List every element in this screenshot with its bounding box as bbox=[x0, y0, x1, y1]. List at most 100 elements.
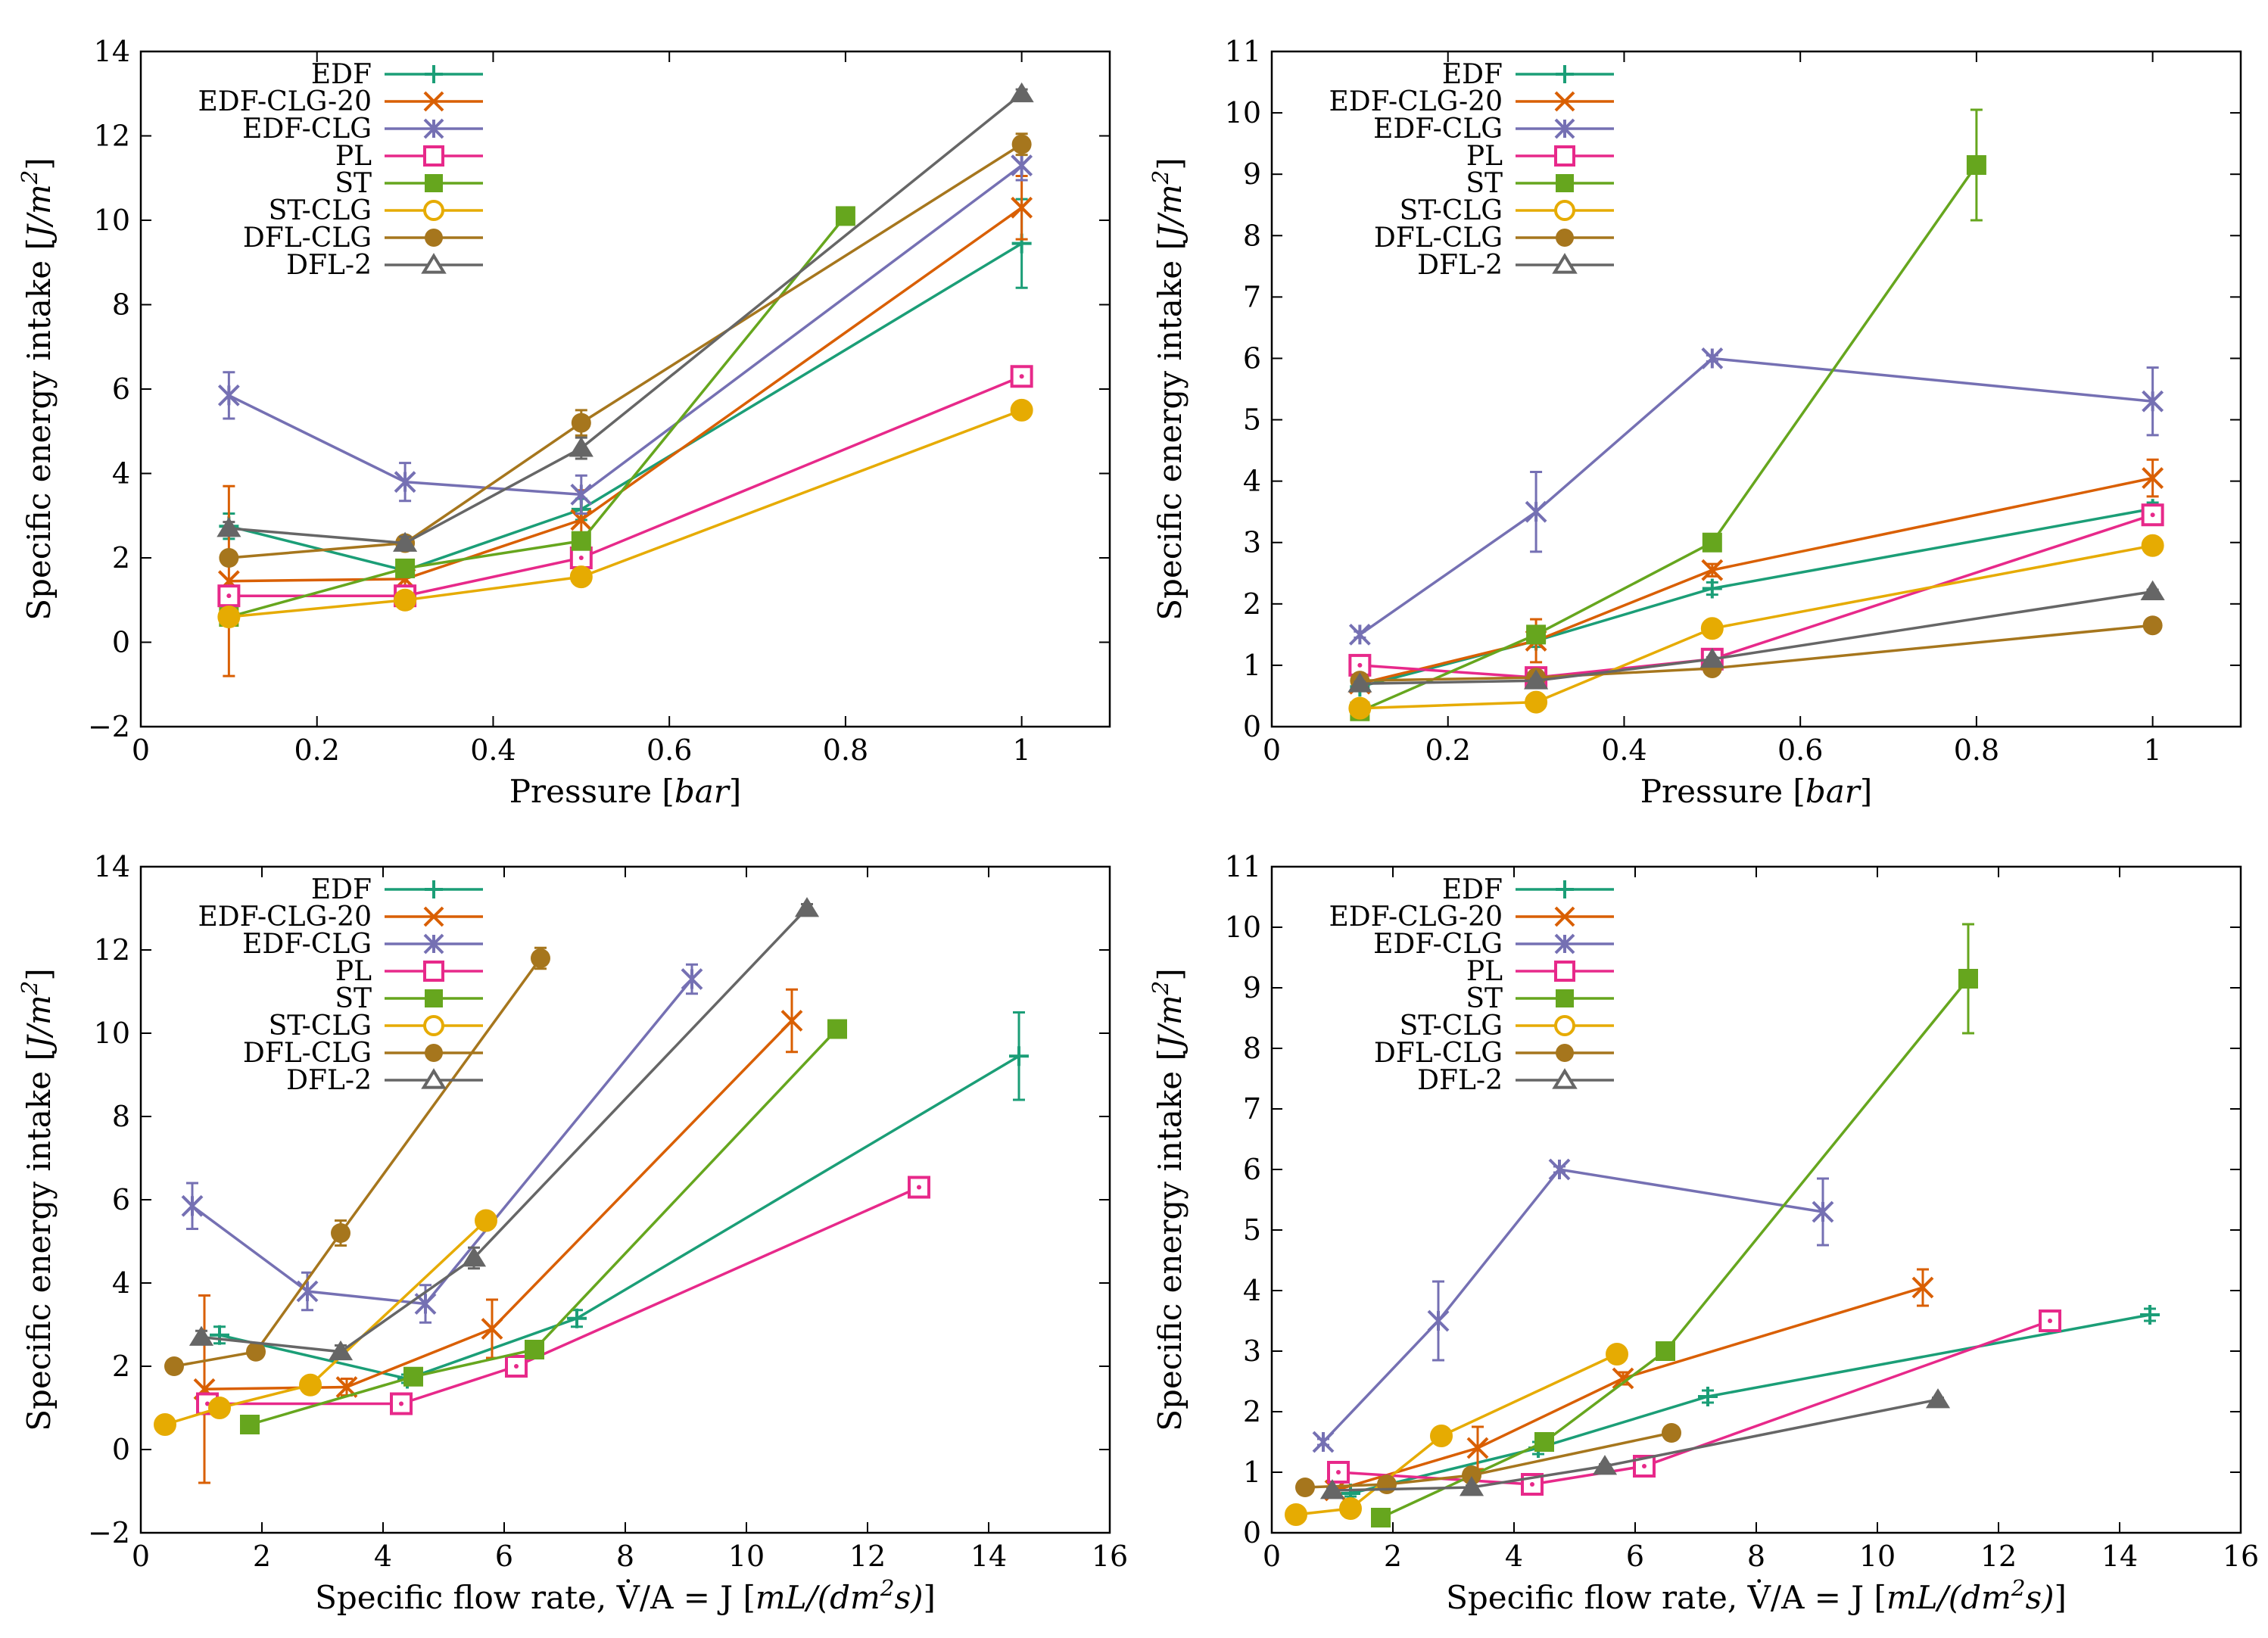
x-tick-label: 1 bbox=[2144, 733, 2162, 767]
data-point bbox=[475, 1209, 497, 1232]
x-tick-label: 1 bbox=[1013, 733, 1031, 767]
plot-area bbox=[1347, 108, 2165, 721]
legend: EDFEDF-CLG-20EDF-CLGPLSTST-CLGDFL-CLGDFL… bbox=[1329, 874, 1614, 1096]
legend-marker bbox=[425, 174, 443, 192]
legend-marker bbox=[425, 880, 443, 898]
legend-item-DFL-CLG: DFL-CLG bbox=[243, 1038, 483, 1069]
series-line bbox=[1359, 476, 2153, 685]
data-point bbox=[1524, 669, 1549, 690]
legend-item-EDF: EDF bbox=[1442, 59, 1614, 90]
plot-area bbox=[1285, 923, 2160, 1527]
series-line bbox=[1360, 624, 2153, 682]
legend-marker bbox=[1554, 961, 1575, 982]
y-tick-label: 0 bbox=[112, 626, 130, 659]
series-EDF bbox=[1341, 1305, 2160, 1503]
x-tick-label: 16 bbox=[1092, 1540, 1128, 1573]
legend-item-DFL-2: DFL-2 bbox=[286, 250, 483, 281]
plot-area bbox=[217, 82, 1034, 677]
series-line bbox=[228, 215, 847, 618]
series-EDF-CLG bbox=[181, 963, 703, 1324]
legend: EDFEDF-CLG-20EDF-CLGPLSTST-CLGDFL-CLGDFL… bbox=[198, 59, 483, 281]
y-tick-label: 12 bbox=[94, 120, 130, 153]
y-tick-label: 2 bbox=[112, 1350, 130, 1383]
series-ST-CLG bbox=[217, 398, 1033, 629]
legend-marker bbox=[423, 200, 444, 221]
y-tick-label: 2 bbox=[1243, 1395, 1261, 1428]
y-tick-label: 5 bbox=[1243, 403, 1261, 437]
legend-label: ST-CLG bbox=[1400, 1011, 1503, 1042]
y-tick-label: 4 bbox=[112, 1266, 130, 1300]
y-tick-label: 10 bbox=[94, 1017, 130, 1050]
data-point bbox=[217, 517, 241, 537]
legend-label: ST-CLG bbox=[1400, 195, 1503, 226]
y-tick-label: 4 bbox=[112, 457, 130, 490]
legend-item-DFL-CLG: DFL-CLG bbox=[1374, 223, 1614, 254]
series-line bbox=[228, 242, 1023, 572]
legend-marker bbox=[425, 229, 443, 247]
legend-marker bbox=[423, 91, 444, 112]
y-tick-label: 9 bbox=[1243, 971, 1261, 1004]
series-line bbox=[229, 409, 1023, 618]
series-line bbox=[207, 1185, 920, 1406]
data-point bbox=[571, 413, 591, 433]
x-tick-label: 14 bbox=[970, 1540, 1007, 1573]
data-point bbox=[1011, 154, 1033, 176]
data-point bbox=[1958, 969, 1978, 989]
legend-label: EDF-CLG-20 bbox=[1329, 86, 1503, 117]
series-line bbox=[229, 206, 1023, 583]
data-point bbox=[217, 606, 241, 629]
data-point bbox=[1700, 617, 1724, 640]
data-point bbox=[219, 548, 239, 568]
data-point bbox=[1966, 155, 1986, 176]
data-point bbox=[1698, 1387, 1718, 1406]
series-EDF-CLG-20 bbox=[1348, 458, 2164, 695]
data-point bbox=[570, 509, 593, 531]
data-point bbox=[394, 471, 416, 494]
data-point bbox=[1701, 347, 1724, 369]
legend-marker bbox=[421, 253, 447, 274]
data-point bbox=[2140, 580, 2165, 600]
x-tick-label: 12 bbox=[849, 1540, 886, 1573]
legend-label: EDF-CLG-20 bbox=[198, 902, 372, 933]
data-point bbox=[1526, 624, 1547, 645]
legend-label: ST bbox=[335, 168, 372, 199]
y-tick-label: 14 bbox=[94, 35, 130, 68]
legend-item-EDF-CLG: EDF-CLG bbox=[242, 114, 483, 145]
legend-marker bbox=[1554, 91, 1575, 112]
series-PL bbox=[196, 1176, 930, 1415]
x-tick-label: 8 bbox=[616, 1540, 634, 1573]
legend-label: PL bbox=[335, 141, 372, 172]
data-point bbox=[393, 531, 418, 552]
series-line bbox=[164, 1219, 488, 1426]
y-axis-label: Specific energy intake [J/m2] bbox=[1148, 157, 1189, 621]
data-point bbox=[331, 1223, 350, 1243]
plot-frame bbox=[1270, 865, 2242, 1534]
data-point bbox=[2142, 615, 2163, 636]
data-point bbox=[2142, 467, 2164, 489]
legend-item-DFL-2: DFL-2 bbox=[1417, 250, 1614, 281]
series-ST bbox=[1371, 923, 1978, 1527]
series-line bbox=[1360, 544, 2153, 710]
legend-marker bbox=[423, 933, 444, 954]
data-point bbox=[794, 897, 820, 917]
data-point bbox=[780, 1010, 803, 1032]
series-DFL-2 bbox=[188, 897, 820, 1361]
legend-marker bbox=[423, 961, 444, 982]
legend-item-EDF-CLG-20: EDF-CLG-20 bbox=[1329, 902, 1614, 933]
x-tick-label: 6 bbox=[495, 1540, 513, 1573]
y-tick-label: 11 bbox=[1225, 850, 1261, 883]
data-point bbox=[2039, 1309, 2061, 1332]
y-tick-label: 7 bbox=[1243, 280, 1261, 313]
y-tick-label: −2 bbox=[88, 1516, 130, 1549]
data-point bbox=[1534, 1432, 1554, 1452]
series-PL bbox=[1348, 503, 2164, 690]
x-tick-label: 0 bbox=[1263, 733, 1281, 767]
legend-marker bbox=[1556, 229, 1574, 247]
data-point bbox=[2141, 534, 2164, 557]
series-line bbox=[173, 957, 542, 1368]
data-point bbox=[1459, 1476, 1484, 1496]
data-point bbox=[1348, 696, 1372, 720]
legend-label: ST bbox=[1466, 983, 1503, 1014]
data-point bbox=[2142, 390, 2164, 413]
